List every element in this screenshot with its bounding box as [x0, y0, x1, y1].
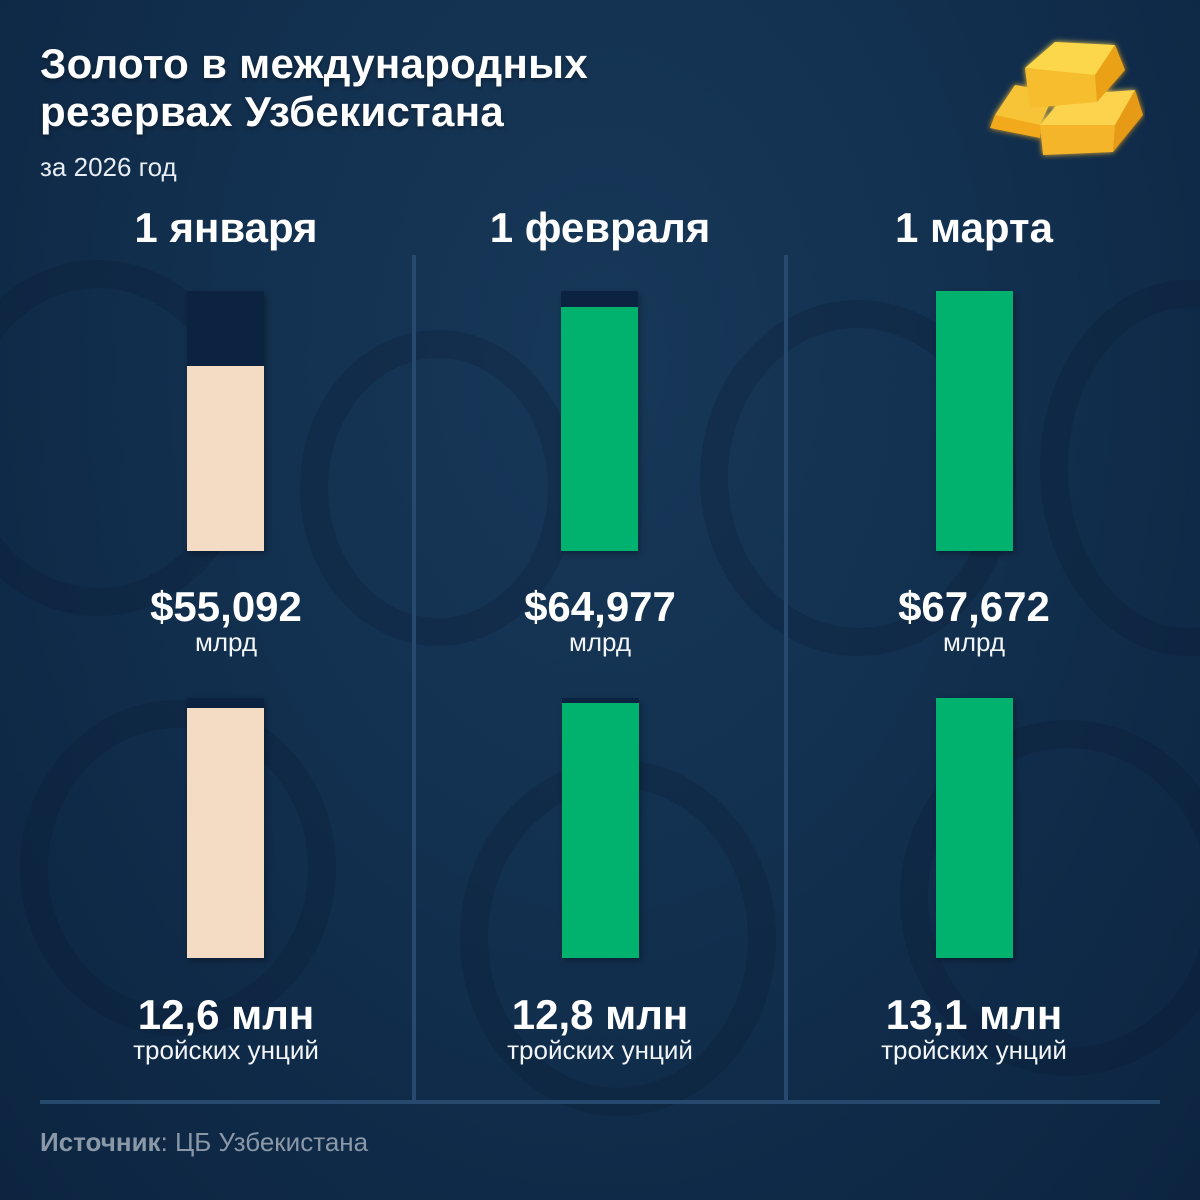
- source-value: ЦБ Узбекистана: [167, 1127, 369, 1157]
- volume-value: 12,8 млн: [511, 991, 689, 1038]
- value-usd-unit: млрд: [942, 627, 1006, 657]
- volume-bar-fill: [936, 698, 1013, 958]
- volume-value: 13,1 млн: [885, 991, 1063, 1038]
- volume-unit: тройских унций: [507, 1035, 693, 1065]
- page-title: Золото в международных резервах Узбекист…: [40, 40, 588, 136]
- column-march: 1 марта $67,672 млрд 13,1 млн тройских у…: [788, 200, 1160, 1100]
- value-bar-track: [187, 291, 264, 551]
- column-february: 1 февраля $64,977 млрд 12,8 млн тройских…: [414, 200, 786, 1100]
- volume-bar-track: [562, 698, 639, 958]
- value-bar-fill: [561, 306, 638, 551]
- value-bar-track: [561, 291, 638, 551]
- title-line-2: резервах Узбекистана: [40, 88, 505, 135]
- source-separator: :: [160, 1127, 168, 1157]
- volume-unit: тройских унций: [881, 1035, 1067, 1065]
- column-date: 1 января: [134, 204, 318, 251]
- page-subtitle: за 2026 год: [40, 152, 177, 182]
- footer-divider: [40, 1100, 1160, 1104]
- value-bar-fill: [187, 366, 264, 551]
- gold-bars-icon: [990, 42, 1143, 155]
- volume-bar-track: [936, 698, 1013, 958]
- value-usd-unit: млрд: [568, 627, 632, 657]
- volume-bar-track: [187, 698, 264, 958]
- title-line-1: Золото в международных: [40, 40, 589, 87]
- value-usd: $64,977: [524, 583, 676, 630]
- value-usd: $67,672: [898, 583, 1050, 630]
- column-date: 1 марта: [895, 204, 1053, 251]
- column-january: 1 января $55,092 млрд 12,6 млн тройских …: [40, 200, 412, 1100]
- volume-value: 12,6 млн: [137, 991, 315, 1038]
- value-bar-fill: [936, 291, 1013, 551]
- value-usd: $55,092: [150, 583, 302, 630]
- source-note: Источник: ЦБ Узбекистана: [40, 1127, 368, 1158]
- volume-unit: тройских унций: [133, 1035, 319, 1065]
- column-divider: [412, 255, 416, 1103]
- volume-bar-fill: [187, 708, 264, 958]
- volume-bar-fill: [562, 703, 639, 958]
- column-divider: [784, 255, 788, 1103]
- value-usd-unit: млрд: [194, 627, 258, 657]
- value-bar-track: [936, 291, 1013, 551]
- column-date: 1 февраля: [489, 204, 711, 251]
- source-label: Источник: [40, 1127, 161, 1157]
